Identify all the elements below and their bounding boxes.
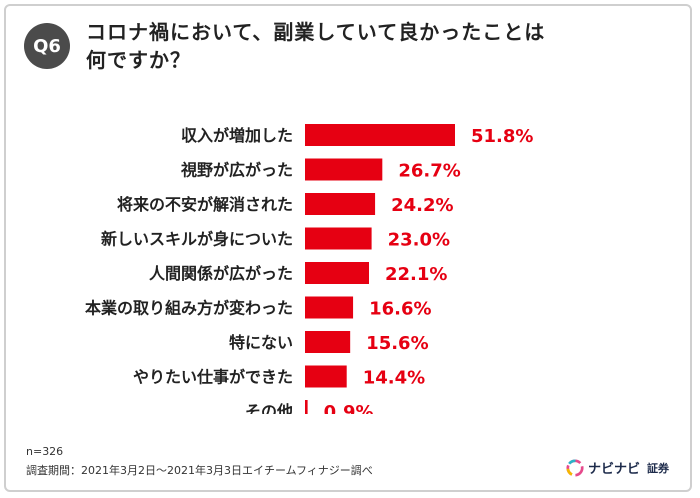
bar-chart-svg: 収入が増加した 51.8% 視野が広がった 26.7% 将来の不安が解消された 24.2%… [85, 124, 533, 414]
title-line-1: コロナ禍において、副業していて良かったことは [86, 20, 546, 44]
value-label: 26.7% [398, 161, 460, 182]
category-label: 本業の取り組み方が変わった [85, 299, 293, 318]
question-badge: Q6 [24, 23, 70, 69]
category-label: その他 [245, 402, 293, 414]
category-label: 収入が増加した [181, 126, 293, 145]
value-label: 23.0% [388, 230, 450, 251]
value-label: 15.6% [366, 333, 428, 354]
bar [305, 262, 369, 284]
value-label: 24.2% [391, 195, 453, 216]
value-label: 0.9% [324, 402, 374, 414]
bar [305, 331, 351, 353]
navinavi-logo-icon [566, 458, 584, 477]
bar [305, 296, 354, 319]
bar [305, 400, 308, 414]
bar [305, 193, 376, 215]
bar [305, 124, 455, 146]
bar [305, 227, 372, 250]
bar [305, 365, 347, 388]
chart-title: コロナ禍において、副業していて良かったことは 何ですか？ [86, 18, 686, 74]
value-label: 14.4% [363, 368, 425, 389]
logo-sub: 証券 [647, 461, 670, 475]
value-label: 22.1% [385, 264, 447, 285]
value-label: 51.8% [471, 126, 533, 147]
logo-name: ナビナビ [588, 462, 641, 477]
survey-source: 調査期間：2021年3月2日〜2021年3月3日エイチームフィナジー調べ [26, 464, 373, 477]
brand-logo: ナビナビ 証券 [566, 458, 669, 477]
title-line-2: 何ですか？ [86, 48, 191, 72]
category-label: 将来の不安が解消された [117, 195, 293, 214]
category-label: やりたい仕事ができた [133, 368, 293, 387]
category-label: 新しいスキルが身についた [101, 230, 293, 249]
value-label: 16.6% [369, 299, 431, 320]
bar-chart: 収入が増加した 51.8% 視野が広がった 26.7% 将来の不安が解消された 24.2%… [0, 114, 700, 414]
category-label: 人間関係が広がった [149, 264, 293, 283]
bar [305, 158, 383, 181]
category-label: 特にない [229, 333, 293, 352]
sample-size: n=326 [26, 445, 64, 458]
category-label: 視野が広がった [180, 161, 293, 180]
